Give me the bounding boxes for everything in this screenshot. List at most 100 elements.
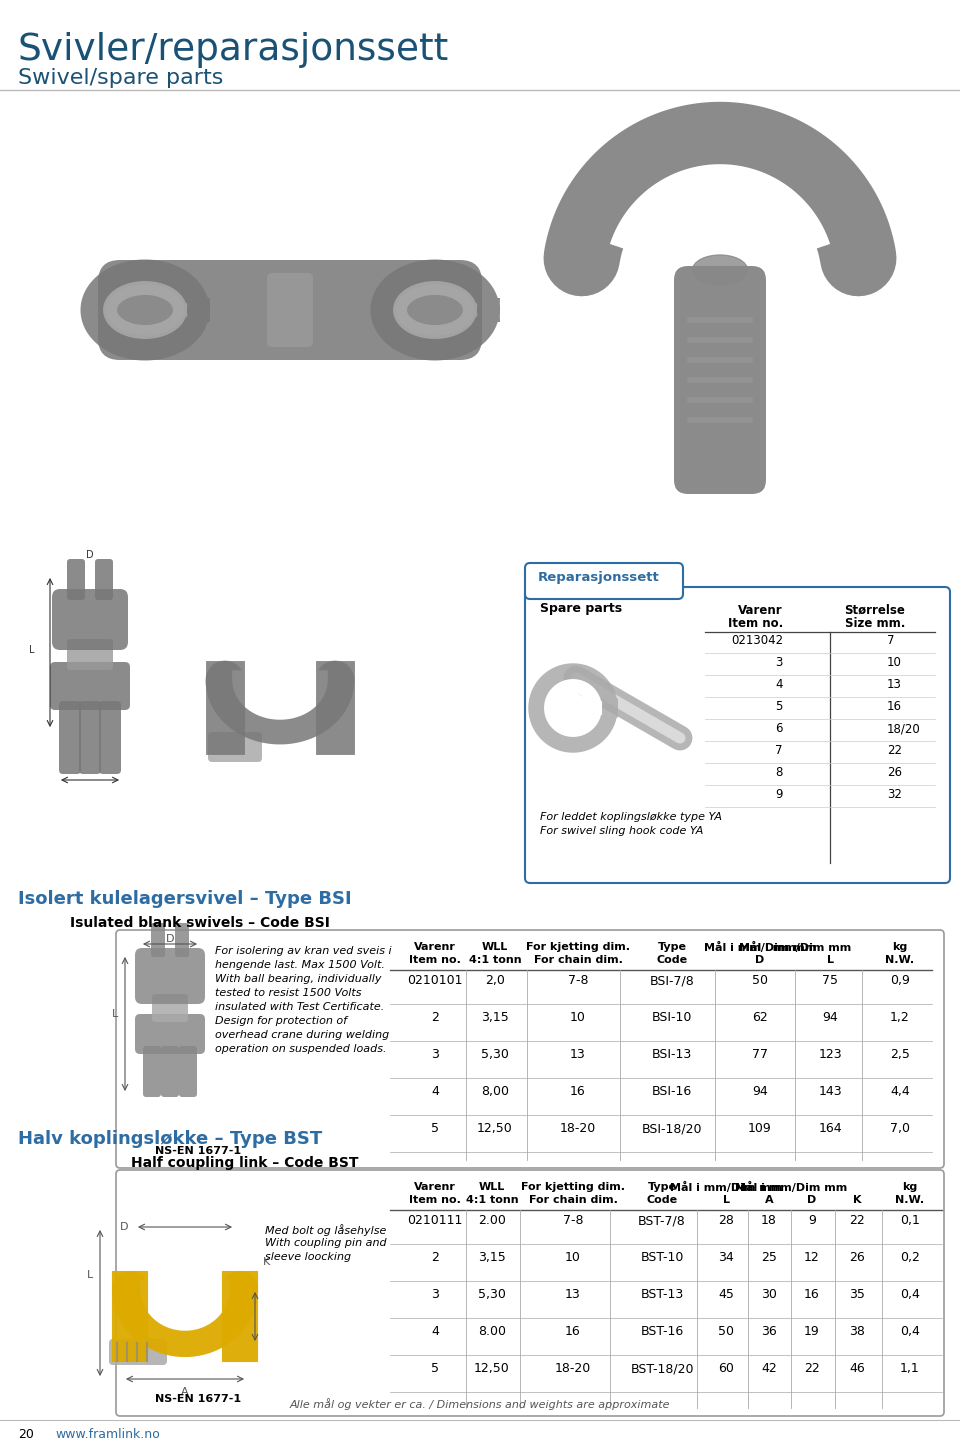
Text: 42: 42: [761, 1362, 777, 1375]
Text: A: A: [765, 1195, 774, 1205]
Text: Varenr: Varenr: [414, 1182, 456, 1192]
Text: 10: 10: [887, 657, 901, 670]
Text: D: D: [120, 1223, 129, 1233]
Text: Varenr: Varenr: [414, 942, 456, 952]
Text: Isulated blank swivels – Code BSI: Isulated blank swivels – Code BSI: [70, 916, 330, 930]
Text: BST-18/20: BST-18/20: [631, 1362, 694, 1375]
Text: 19: 19: [804, 1325, 820, 1338]
Text: 4: 4: [431, 1325, 439, 1338]
FancyBboxPatch shape: [59, 701, 81, 775]
Text: Mål i mm/Dim mm: Mål i mm/Dim mm: [670, 1182, 782, 1194]
Text: 3: 3: [431, 1048, 439, 1061]
Text: Mål i mm/Dim mm: Mål i mm/Dim mm: [704, 942, 816, 953]
Text: L: L: [723, 1195, 730, 1205]
FancyBboxPatch shape: [525, 563, 683, 599]
Text: 26: 26: [887, 766, 902, 779]
Text: For chain dim.: For chain dim.: [529, 1195, 617, 1205]
FancyBboxPatch shape: [67, 559, 85, 600]
Text: BST-7/8: BST-7/8: [638, 1214, 685, 1227]
Text: 8,00: 8,00: [481, 1084, 509, 1097]
Text: sleeve loocking: sleeve loocking: [265, 1251, 351, 1261]
Text: K: K: [852, 1195, 861, 1205]
Text: 0210101: 0210101: [407, 973, 463, 986]
FancyBboxPatch shape: [175, 923, 189, 958]
Text: With coupling pin and: With coupling pin and: [265, 1238, 387, 1248]
Text: 2: 2: [431, 1251, 439, 1264]
Text: 13: 13: [570, 1048, 586, 1061]
Text: D: D: [756, 955, 764, 965]
Text: For kjetting dim.: For kjetting dim.: [526, 942, 630, 952]
Text: 5: 5: [431, 1122, 439, 1135]
Text: 109: 109: [748, 1122, 772, 1135]
Text: Swivel/spare parts: Swivel/spare parts: [18, 68, 224, 88]
Text: 62: 62: [752, 1011, 768, 1024]
Text: Størrelse: Størrelse: [845, 603, 905, 616]
Text: BSI-18/20: BSI-18/20: [641, 1122, 703, 1135]
Text: 5,30: 5,30: [481, 1048, 509, 1061]
Text: For swivel sling hook code YA: For swivel sling hook code YA: [540, 827, 704, 837]
Text: For kjetting dim.: For kjetting dim.: [521, 1182, 625, 1192]
FancyBboxPatch shape: [135, 948, 205, 1004]
Text: 5: 5: [776, 700, 783, 713]
Text: 1,2: 1,2: [890, 1011, 910, 1024]
Text: D: D: [86, 550, 94, 560]
FancyBboxPatch shape: [179, 1045, 197, 1097]
Text: 10: 10: [565, 1251, 581, 1264]
Text: 16: 16: [565, 1325, 581, 1338]
Text: N.W.: N.W.: [885, 955, 915, 965]
FancyBboxPatch shape: [152, 994, 188, 1022]
Text: 16: 16: [804, 1287, 820, 1300]
Text: 12,50: 12,50: [477, 1122, 513, 1135]
Text: 5: 5: [431, 1362, 439, 1375]
Text: 8: 8: [776, 766, 783, 779]
FancyBboxPatch shape: [135, 1014, 205, 1054]
FancyBboxPatch shape: [674, 266, 766, 494]
Text: Med bolt og låsehylse: Med bolt og låsehylse: [265, 1224, 386, 1236]
Text: 26: 26: [850, 1251, 865, 1264]
Text: 3,15: 3,15: [481, 1011, 509, 1024]
Text: N.W.: N.W.: [896, 1195, 924, 1205]
Text: operation on suspended loads.: operation on suspended loads.: [215, 1044, 387, 1054]
Text: 6: 6: [776, 721, 783, 734]
Text: 7: 7: [776, 744, 783, 757]
Text: BSI-7/8: BSI-7/8: [650, 973, 694, 986]
Text: 4: 4: [776, 678, 783, 691]
Text: NS-EN 1677-1: NS-EN 1677-1: [155, 1146, 241, 1156]
Text: Alle mål og vekter er ca. / Dimensions and weights are approximate: Alle mål og vekter er ca. / Dimensions a…: [290, 1398, 670, 1410]
Text: overhead crane during welding: overhead crane during welding: [215, 1030, 389, 1040]
Text: 143: 143: [818, 1084, 842, 1097]
Text: 18/20: 18/20: [887, 721, 921, 734]
Text: 13: 13: [565, 1287, 581, 1300]
Text: 9: 9: [776, 788, 783, 801]
Ellipse shape: [692, 255, 748, 285]
Text: 3,15: 3,15: [478, 1251, 506, 1264]
Text: 94: 94: [752, 1084, 768, 1097]
Text: 38: 38: [849, 1325, 865, 1338]
Text: 1,1: 1,1: [900, 1362, 920, 1375]
Text: 7,0: 7,0: [890, 1122, 910, 1135]
Text: 34: 34: [718, 1251, 733, 1264]
Text: BST-13: BST-13: [640, 1287, 684, 1300]
FancyBboxPatch shape: [151, 923, 165, 958]
Text: D: D: [166, 935, 175, 945]
FancyBboxPatch shape: [161, 1045, 179, 1097]
FancyBboxPatch shape: [116, 930, 944, 1168]
Text: Varenr: Varenr: [738, 603, 783, 616]
FancyBboxPatch shape: [267, 274, 313, 347]
Text: 0210111: 0210111: [407, 1214, 463, 1227]
Text: 0,9: 0,9: [890, 973, 910, 986]
Text: 4,4: 4,4: [890, 1084, 910, 1097]
Text: 20: 20: [18, 1428, 34, 1440]
Text: Code: Code: [657, 955, 687, 965]
Text: BSI-13: BSI-13: [652, 1048, 692, 1061]
FancyBboxPatch shape: [143, 1045, 161, 1097]
Text: Type: Type: [647, 1182, 677, 1192]
Text: 50: 50: [752, 973, 768, 986]
Text: 16: 16: [887, 700, 902, 713]
Text: Design for protection of: Design for protection of: [215, 1017, 347, 1025]
FancyBboxPatch shape: [52, 589, 128, 649]
Text: tested to resist 1500 Volts: tested to resist 1500 Volts: [215, 988, 362, 998]
Text: 10: 10: [570, 1011, 586, 1024]
Text: 45: 45: [718, 1287, 734, 1300]
Text: 22: 22: [804, 1362, 820, 1375]
